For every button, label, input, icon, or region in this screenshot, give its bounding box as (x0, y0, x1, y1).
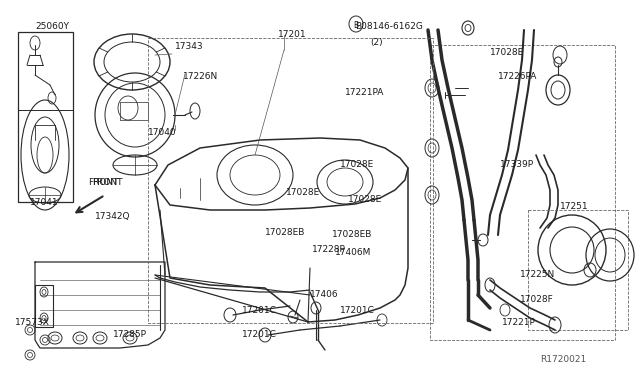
Text: 17225N: 17225N (520, 270, 556, 279)
Text: 17201: 17201 (278, 30, 307, 39)
Bar (528, 210, 628, 330)
Text: 17342Q: 17342Q (95, 212, 131, 221)
Text: 17285P: 17285P (113, 330, 147, 339)
Text: 17028E: 17028E (286, 188, 320, 197)
Text: 17028E: 17028E (348, 195, 382, 204)
Text: 17251: 17251 (560, 202, 589, 211)
Text: B08146-6162G: B08146-6162G (355, 22, 423, 31)
Text: FRONT: FRONT (92, 178, 122, 187)
Text: 17040: 17040 (148, 128, 177, 137)
Text: B: B (353, 21, 358, 30)
Text: 17041: 17041 (30, 198, 59, 207)
Text: 17226N: 17226N (183, 72, 218, 81)
Text: 17406: 17406 (310, 290, 339, 299)
Text: 17228P: 17228P (312, 245, 346, 254)
Text: 17201C: 17201C (242, 330, 277, 339)
Text: 17406M: 17406M (335, 248, 371, 257)
Text: 17028E: 17028E (490, 48, 524, 57)
Bar (35, 285, 53, 327)
Text: FRONT: FRONT (88, 178, 118, 187)
Text: 17201C: 17201C (242, 306, 277, 315)
Bar (430, 45, 615, 340)
Text: 17028F: 17028F (520, 295, 554, 304)
Text: R1720021: R1720021 (540, 355, 586, 364)
Text: 17221P: 17221P (502, 318, 536, 327)
Text: 17221PA: 17221PA (345, 88, 385, 97)
Bar (148, 38, 433, 323)
Text: 17339P: 17339P (500, 160, 534, 169)
Text: (2): (2) (370, 38, 383, 47)
Text: 17028E: 17028E (340, 160, 374, 169)
Text: 17573X: 17573X (15, 318, 50, 327)
Text: 17226PA: 17226PA (498, 72, 538, 81)
Text: 25060Y: 25060Y (35, 22, 69, 31)
Text: 17343: 17343 (175, 42, 204, 51)
Bar (18, 32, 73, 202)
Text: 17028EB: 17028EB (265, 228, 305, 237)
Text: 17201C: 17201C (340, 306, 375, 315)
Text: 17028EB: 17028EB (332, 230, 372, 239)
